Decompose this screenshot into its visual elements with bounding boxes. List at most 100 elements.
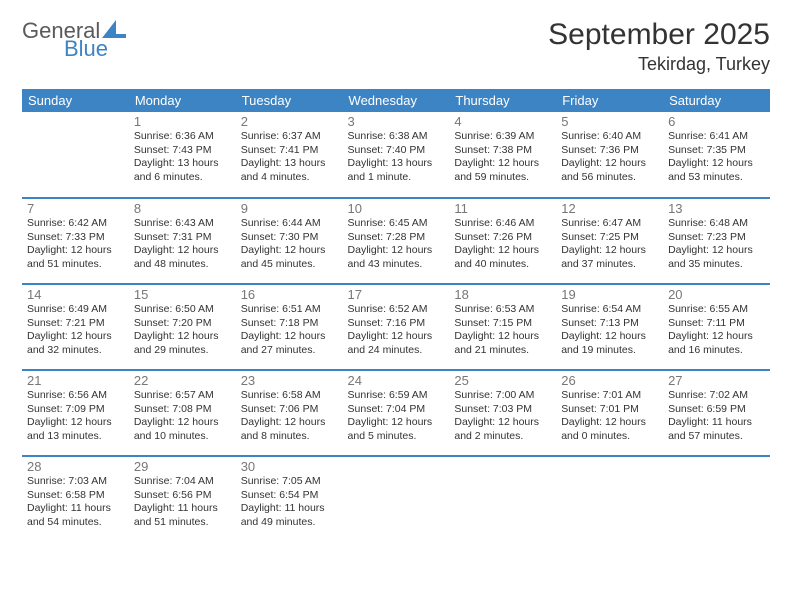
daylight-text: Daylight: 11 hours and 51 minutes. [134,502,231,529]
calendar-day-cell: 8Sunrise: 6:43 AMSunset: 7:31 PMDaylight… [129,198,236,284]
weekday-mon: Monday [129,89,236,112]
sunrise-text: Sunrise: 6:58 AM [241,389,338,403]
sunset-text: Sunset: 7:09 PM [27,403,124,417]
weekday-wed: Wednesday [343,89,450,112]
calendar-day-cell: 21Sunrise: 6:56 AMSunset: 7:09 PMDayligh… [22,370,129,456]
sunset-text: Sunset: 7:38 PM [454,144,551,158]
calendar-day-cell: 30Sunrise: 7:05 AMSunset: 6:54 PMDayligh… [236,456,343,542]
daylight-text: Daylight: 12 hours and 35 minutes. [668,244,765,271]
day-info: Sunrise: 6:56 AMSunset: 7:09 PMDaylight:… [27,389,124,444]
sunrise-text: Sunrise: 6:55 AM [668,303,765,317]
month-title: September 2025 [548,18,770,52]
sunset-text: Sunset: 7:08 PM [134,403,231,417]
daylight-text: Daylight: 12 hours and 24 minutes. [348,330,445,357]
day-number: 22 [134,373,231,388]
calendar-day-cell: 11Sunrise: 6:46 AMSunset: 7:26 PMDayligh… [449,198,556,284]
sunset-text: Sunset: 7:26 PM [454,231,551,245]
daylight-text: Daylight: 12 hours and 10 minutes. [134,416,231,443]
calendar-day-cell: 1Sunrise: 6:36 AMSunset: 7:43 PMDaylight… [129,112,236,198]
sunrise-text: Sunrise: 7:02 AM [668,389,765,403]
calendar-day-cell: 14Sunrise: 6:49 AMSunset: 7:21 PMDayligh… [22,284,129,370]
day-number: 17 [348,287,445,302]
sunrise-text: Sunrise: 6:59 AM [348,389,445,403]
sunrise-text: Sunrise: 6:41 AM [668,130,765,144]
daylight-text: Daylight: 12 hours and 40 minutes. [454,244,551,271]
calendar-day-cell: 3Sunrise: 6:38 AMSunset: 7:40 PMDaylight… [343,112,450,198]
sunset-text: Sunset: 6:56 PM [134,489,231,503]
sunset-text: Sunset: 7:23 PM [668,231,765,245]
sunset-text: Sunset: 7:31 PM [134,231,231,245]
day-info: Sunrise: 7:02 AMSunset: 6:59 PMDaylight:… [668,389,765,444]
calendar-day-cell: 28Sunrise: 7:03 AMSunset: 6:58 PMDayligh… [22,456,129,542]
calendar-day-cell: 5Sunrise: 6:40 AMSunset: 7:36 PMDaylight… [556,112,663,198]
sunrise-text: Sunrise: 6:42 AM [27,217,124,231]
sunrise-text: Sunrise: 6:43 AM [134,217,231,231]
daylight-text: Daylight: 12 hours and 53 minutes. [668,157,765,184]
empty-day-cell [556,456,663,542]
sunset-text: Sunset: 6:58 PM [27,489,124,503]
weekday-sat: Saturday [663,89,770,112]
calendar-day-cell: 2Sunrise: 6:37 AMSunset: 7:41 PMDaylight… [236,112,343,198]
day-number: 2 [241,114,338,129]
day-number: 14 [27,287,124,302]
sunset-text: Sunset: 7:25 PM [561,231,658,245]
day-info: Sunrise: 6:41 AMSunset: 7:35 PMDaylight:… [668,130,765,185]
calendar-day-cell: 22Sunrise: 6:57 AMSunset: 7:08 PMDayligh… [129,370,236,456]
sunrise-text: Sunrise: 7:00 AM [454,389,551,403]
sunrise-text: Sunrise: 6:47 AM [561,217,658,231]
daylight-text: Daylight: 12 hours and 13 minutes. [27,416,124,443]
sunset-text: Sunset: 7:28 PM [348,231,445,245]
daylight-text: Daylight: 12 hours and 21 minutes. [454,330,551,357]
calendar-body: 1Sunrise: 6:36 AMSunset: 7:43 PMDaylight… [22,112,770,542]
day-info: Sunrise: 6:47 AMSunset: 7:25 PMDaylight:… [561,217,658,272]
daylight-text: Daylight: 13 hours and 4 minutes. [241,157,338,184]
calendar-week-row: 28Sunrise: 7:03 AMSunset: 6:58 PMDayligh… [22,456,770,542]
day-info: Sunrise: 7:04 AMSunset: 6:56 PMDaylight:… [134,475,231,530]
day-number: 3 [348,114,445,129]
calendar-day-cell: 19Sunrise: 6:54 AMSunset: 7:13 PMDayligh… [556,284,663,370]
day-info: Sunrise: 6:51 AMSunset: 7:18 PMDaylight:… [241,303,338,358]
day-number: 11 [454,201,551,216]
calendar-day-cell: 12Sunrise: 6:47 AMSunset: 7:25 PMDayligh… [556,198,663,284]
day-info: Sunrise: 6:54 AMSunset: 7:13 PMDaylight:… [561,303,658,358]
sunset-text: Sunset: 6:54 PM [241,489,338,503]
day-info: Sunrise: 6:39 AMSunset: 7:38 PMDaylight:… [454,130,551,185]
calendar-header: General Blue September 2025 Tekirdag, Tu… [22,18,770,75]
day-number: 24 [348,373,445,388]
day-number: 7 [27,201,124,216]
day-info: Sunrise: 6:40 AMSunset: 7:36 PMDaylight:… [561,130,658,185]
day-info: Sunrise: 6:37 AMSunset: 7:41 PMDaylight:… [241,130,338,185]
sunset-text: Sunset: 7:40 PM [348,144,445,158]
day-number: 18 [454,287,551,302]
calendar-week-row: 1Sunrise: 6:36 AMSunset: 7:43 PMDaylight… [22,112,770,198]
daylight-text: Daylight: 12 hours and 59 minutes. [454,157,551,184]
empty-day-cell [22,112,129,198]
daylight-text: Daylight: 12 hours and 43 minutes. [348,244,445,271]
sunrise-text: Sunrise: 6:57 AM [134,389,231,403]
day-info: Sunrise: 6:46 AMSunset: 7:26 PMDaylight:… [454,217,551,272]
day-number: 12 [561,201,658,216]
daylight-text: Daylight: 12 hours and 51 minutes. [27,244,124,271]
day-info: Sunrise: 6:53 AMSunset: 7:15 PMDaylight:… [454,303,551,358]
day-number: 19 [561,287,658,302]
day-info: Sunrise: 6:45 AMSunset: 7:28 PMDaylight:… [348,217,445,272]
day-number: 29 [134,459,231,474]
day-number: 1 [134,114,231,129]
sunset-text: Sunset: 7:36 PM [561,144,658,158]
weekday-tue: Tuesday [236,89,343,112]
daylight-text: Daylight: 12 hours and 8 minutes. [241,416,338,443]
sunset-text: Sunset: 7:15 PM [454,317,551,331]
sunset-text: Sunset: 7:21 PM [27,317,124,331]
calendar-day-cell: 20Sunrise: 6:55 AMSunset: 7:11 PMDayligh… [663,284,770,370]
day-number: 21 [27,373,124,388]
daylight-text: Daylight: 11 hours and 54 minutes. [27,502,124,529]
day-info: Sunrise: 7:01 AMSunset: 7:01 PMDaylight:… [561,389,658,444]
logo: General Blue [22,18,126,62]
day-number: 25 [454,373,551,388]
day-number: 9 [241,201,338,216]
day-info: Sunrise: 6:36 AMSunset: 7:43 PMDaylight:… [134,130,231,185]
calendar-week-row: 21Sunrise: 6:56 AMSunset: 7:09 PMDayligh… [22,370,770,456]
day-info: Sunrise: 6:50 AMSunset: 7:20 PMDaylight:… [134,303,231,358]
day-number: 8 [134,201,231,216]
calendar-day-cell: 25Sunrise: 7:00 AMSunset: 7:03 PMDayligh… [449,370,556,456]
